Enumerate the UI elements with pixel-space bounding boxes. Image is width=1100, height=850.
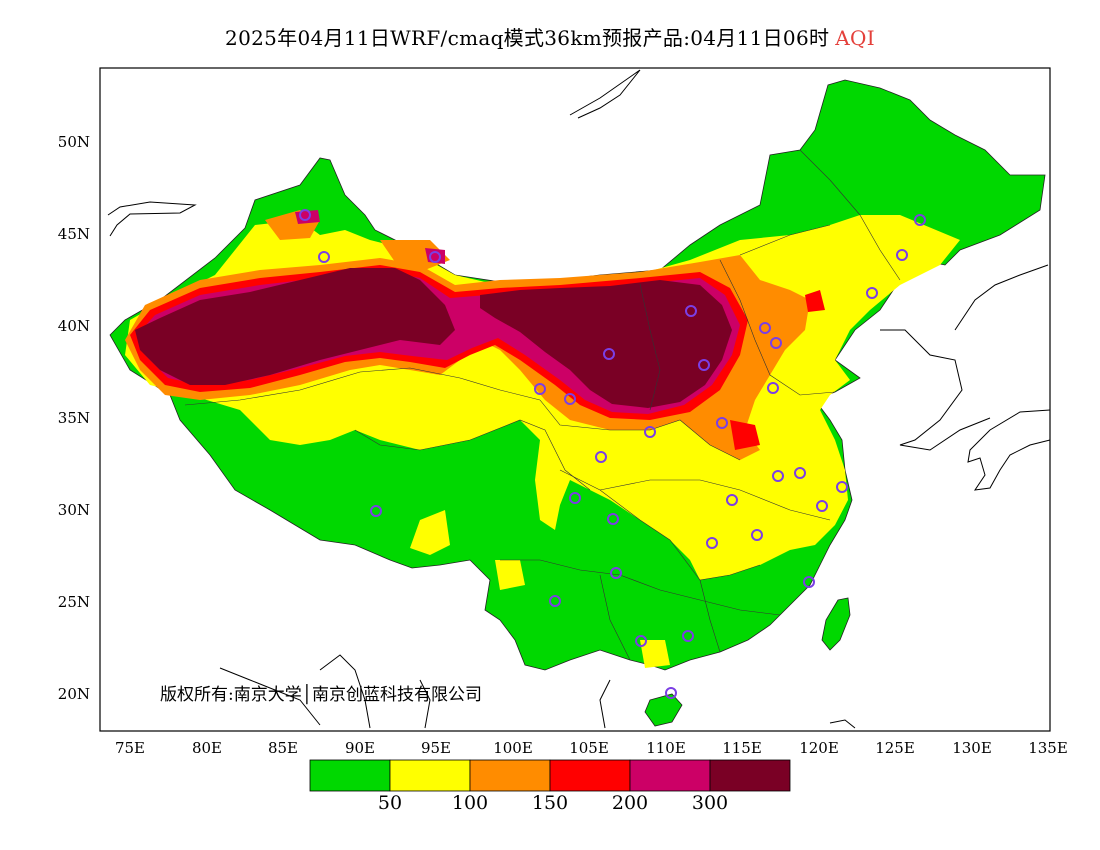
province-borders xyxy=(184,149,901,661)
city-station-marker xyxy=(816,500,828,512)
lat-label-25n: 25N xyxy=(57,593,90,611)
city-station-marker xyxy=(318,251,330,263)
city-station-marker xyxy=(726,494,738,506)
taiwan-island xyxy=(821,597,851,651)
colorbar-label-150: 150 xyxy=(531,792,569,814)
lon-label-125e: 125E xyxy=(875,739,915,757)
city-station-marker xyxy=(767,382,779,394)
copyright-notice: 版权所有:南京大学│南京创蓝科技有限公司 xyxy=(160,685,482,705)
city-station-marker xyxy=(706,537,718,549)
map-title: 2025年04月11日WRF/cmaq模式36km预报产品:04月11日06时 A… xyxy=(0,22,1100,51)
colorbar-swatch xyxy=(629,759,711,792)
city-station-marker xyxy=(665,687,677,699)
lat-label-30n: 30N xyxy=(57,501,90,519)
city-station-marker xyxy=(549,595,561,607)
city-station-marker xyxy=(429,251,441,263)
lon-label-80e: 80E xyxy=(191,739,223,757)
neighbour-coastlines xyxy=(107,69,1051,729)
lon-label-95e: 95E xyxy=(420,739,452,757)
colorbar-swatch xyxy=(709,759,791,792)
lat-label-20n: 20N xyxy=(57,685,90,703)
lon-label-110e: 110E xyxy=(646,739,686,757)
colorbar-swatch xyxy=(469,759,551,792)
city-station-marker xyxy=(564,393,576,405)
city-station-marker xyxy=(569,492,581,504)
city-station-marker xyxy=(610,567,622,579)
city-station-marker xyxy=(682,630,694,642)
hazardous-zone xyxy=(135,268,732,408)
city-station-marker xyxy=(914,214,926,226)
city-station-marker xyxy=(644,426,656,438)
lon-label-120e: 120E xyxy=(799,739,839,757)
city-station-marker xyxy=(836,481,848,493)
city-station-marker xyxy=(772,470,784,482)
title-main: 2025年04月11日WRF/cmaq模式36km预报产品:04月11日06时 xyxy=(225,26,830,50)
colorbar-label-100: 100 xyxy=(451,792,489,814)
colorbar-label-50: 50 xyxy=(377,792,403,814)
city-station-marker xyxy=(896,249,908,261)
city-station-marker xyxy=(866,287,878,299)
lon-label-130e: 130E xyxy=(952,739,992,757)
lon-label-90e: 90E xyxy=(344,739,376,757)
city-station-marker xyxy=(685,305,697,317)
lat-label-35n: 35N xyxy=(57,409,90,427)
city-station-marker xyxy=(595,451,607,463)
lat-label-40n: 40N xyxy=(57,317,90,335)
city-station-marker xyxy=(603,348,615,360)
city-stations xyxy=(299,209,926,699)
city-station-marker xyxy=(607,513,619,525)
city-station-marker xyxy=(635,635,647,647)
city-station-marker xyxy=(716,417,728,429)
lat-label-45n: 45N xyxy=(57,225,90,243)
lon-label-115e: 115E xyxy=(722,739,762,757)
colorbar-swatch xyxy=(309,759,391,792)
lon-label-85e: 85E xyxy=(267,739,299,757)
colorbar-swatch xyxy=(389,759,471,792)
city-station-marker xyxy=(770,337,782,349)
city-station-marker xyxy=(751,529,763,541)
lat-label-50n: 50N xyxy=(57,133,90,151)
hainan-island xyxy=(644,693,683,727)
lon-label-100e: 100E xyxy=(493,739,533,757)
title-product: AQI xyxy=(835,26,875,50)
colorbar-swatch xyxy=(549,759,631,792)
city-station-marker xyxy=(299,209,311,221)
aqi-colorbar xyxy=(309,759,791,792)
city-station-marker xyxy=(698,359,710,371)
city-station-marker xyxy=(794,467,806,479)
colorbar-label-200: 200 xyxy=(611,792,649,814)
lon-label-105e: 105E xyxy=(569,739,609,757)
city-station-marker xyxy=(803,576,815,588)
lon-label-75e: 75E xyxy=(114,739,146,757)
city-station-marker xyxy=(370,505,382,517)
city-station-marker xyxy=(759,322,771,334)
lon-label-135e: 135E xyxy=(1028,739,1068,757)
colorbar-label-300: 300 xyxy=(691,792,729,814)
city-station-marker xyxy=(534,383,546,395)
